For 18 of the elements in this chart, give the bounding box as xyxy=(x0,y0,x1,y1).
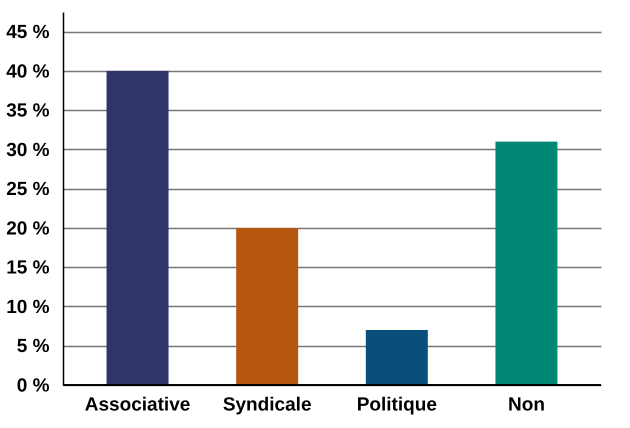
y-tick-label: 0 % xyxy=(16,376,50,396)
y-tick-label: 5 % xyxy=(16,336,50,358)
x-tick-label: Associative xyxy=(84,394,190,416)
bar xyxy=(236,228,298,385)
y-tick-label: 35 % xyxy=(6,100,50,122)
bar xyxy=(495,142,558,385)
y-tick-label: 10 % xyxy=(6,296,50,318)
x-tick-label: Politique xyxy=(356,394,437,416)
y-tick-label: 20 % xyxy=(6,218,50,240)
y-tick-label: 30 % xyxy=(6,140,50,161)
y-tick-label: 25 % xyxy=(6,179,50,200)
bar xyxy=(366,330,428,385)
y-tick-label: 45 % xyxy=(6,22,50,44)
y-tick-label: 15 % xyxy=(6,258,50,279)
y-tick-label: 40 % xyxy=(6,61,50,82)
x-tick-label: Syndicale xyxy=(222,394,312,416)
x-tick-label: Non xyxy=(508,394,545,416)
bar xyxy=(106,70,169,385)
